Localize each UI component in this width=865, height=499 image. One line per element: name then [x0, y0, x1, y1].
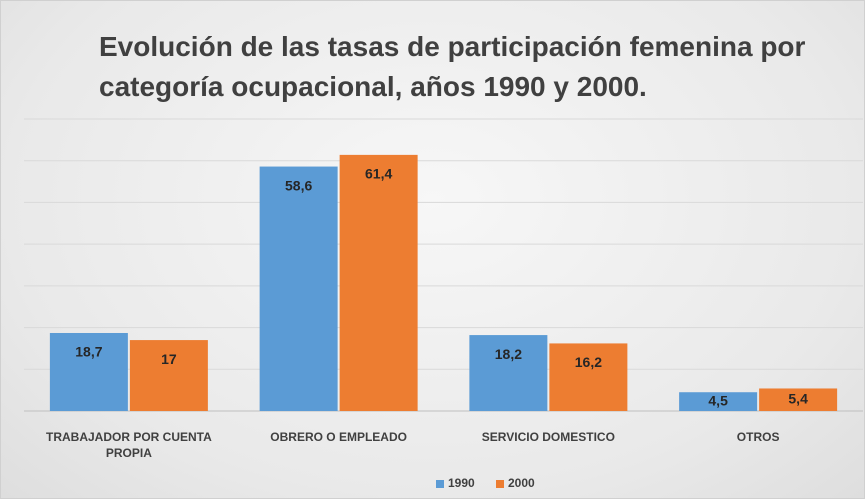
legend-swatch	[496, 480, 504, 488]
bar	[549, 343, 628, 411]
bar	[469, 335, 548, 411]
bar	[679, 392, 758, 411]
x-tick-label: OTROS	[736, 430, 780, 444]
data-label: 18,2	[495, 346, 522, 362]
data-label: 5,4	[788, 390, 808, 406]
bar	[129, 340, 208, 411]
data-label: 16,2	[575, 354, 602, 370]
data-label: 17	[161, 351, 177, 367]
bar	[259, 166, 338, 411]
x-tick-label: SERVICIO DOMESTICO	[481, 430, 615, 444]
legend-label: 2000	[508, 476, 535, 490]
x-tick-label: TRABAJADOR POR CUENTA PROPIA	[45, 430, 212, 460]
legend-swatch	[436, 480, 444, 488]
x-tick-label: OBRERO O EMPLEADO	[270, 430, 407, 444]
bar	[759, 388, 838, 411]
chart-title: Evolución de las tasas de participación …	[99, 31, 806, 102]
data-label: 61,4	[365, 166, 392, 182]
bar	[339, 154, 418, 412]
data-label: 58,6	[285, 177, 312, 193]
data-label: 18,7	[75, 344, 102, 360]
bar	[49, 332, 128, 411]
data-label: 4,5	[708, 392, 728, 408]
legend-label: 1990	[448, 476, 475, 490]
